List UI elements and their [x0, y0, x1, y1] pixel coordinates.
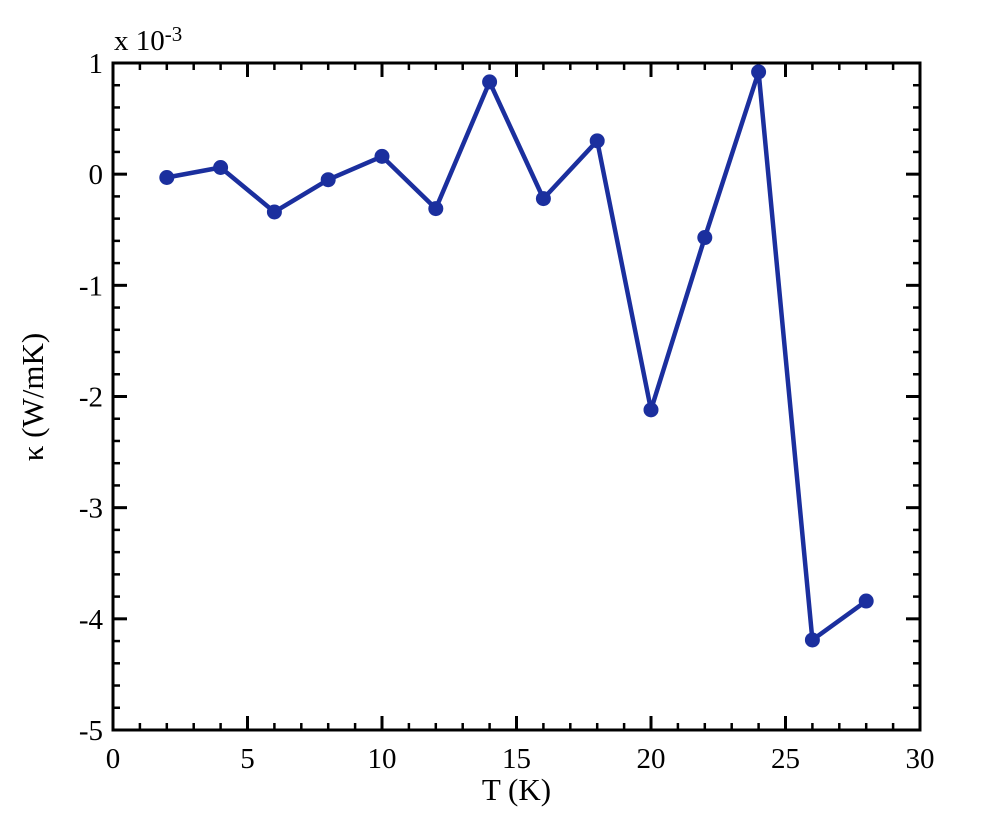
data-point-marker [751, 64, 767, 80]
x-tick-label: 10 [368, 743, 397, 775]
y-axis-exponent-label: x 10-3 [114, 22, 182, 58]
y-axis-title: κ (W/mK) [15, 332, 50, 462]
y-tick-label: 1 [89, 48, 104, 80]
exponent-prefix: x 10 [114, 25, 165, 57]
x-tick-label: 5 [240, 743, 255, 775]
x-tick-label: 25 [771, 743, 800, 775]
data-point-marker [589, 133, 605, 149]
data-point-marker [213, 159, 229, 175]
x-axis-title: T (K) [481, 772, 552, 807]
y-tick-label: -5 [79, 715, 103, 747]
data-point-marker [697, 230, 713, 246]
x-tick-label: 30 [906, 743, 935, 775]
data-point-marker [804, 632, 820, 648]
exponent-superscript: -3 [164, 22, 183, 46]
y-tick-label: -2 [79, 382, 103, 414]
y-tick-label: 0 [89, 159, 104, 191]
data-point-marker [266, 204, 282, 220]
data-point-marker [535, 191, 551, 207]
data-point-marker [482, 74, 498, 90]
data-line [164, 69, 869, 643]
y-tick-label: -4 [79, 604, 104, 636]
x-tick-label: 0 [106, 743, 121, 775]
data-point-marker [159, 170, 175, 186]
axes-box [111, 61, 922, 732]
data-point-marker [320, 172, 336, 188]
data-point-marker [374, 148, 390, 164]
data-point-marker [858, 593, 874, 609]
x-tick-label: 20 [637, 743, 666, 775]
data-point-marker [643, 402, 659, 418]
y-tick-label: -3 [79, 493, 103, 525]
y-tick-label: -1 [79, 270, 103, 302]
data-point-marker [428, 201, 444, 217]
x-tick-label: 15 [502, 743, 531, 775]
